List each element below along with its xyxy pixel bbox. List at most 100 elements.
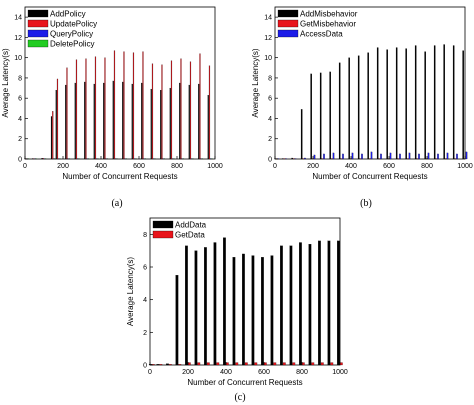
bar	[200, 158, 202, 160]
panel-label: (a)	[111, 198, 122, 209]
bar	[462, 50, 464, 160]
x-tick-label: 200	[57, 163, 69, 170]
bar	[53, 158, 55, 160]
bar	[181, 158, 183, 160]
legend-swatch	[152, 230, 174, 239]
bar	[456, 153, 458, 160]
bar	[329, 71, 331, 160]
bar	[105, 158, 107, 160]
bar	[187, 362, 191, 366]
bar	[103, 82, 105, 160]
bar	[150, 88, 152, 160]
bar	[427, 152, 430, 160]
bar	[143, 158, 145, 160]
x-tick-label: 0	[273, 163, 277, 170]
bar	[378, 158, 381, 160]
legend-swatch	[27, 19, 49, 28]
bar	[199, 53, 201, 160]
bar	[225, 362, 229, 366]
legend: AddPolicyUpdatePolicyQueryPolicyDeletePo…	[27, 10, 97, 49]
bar	[33, 158, 35, 160]
bar	[156, 364, 160, 366]
legend-swatch	[277, 29, 299, 38]
y-tick-label: 4	[143, 297, 147, 304]
bar	[122, 81, 124, 160]
y-tick-label: 12	[14, 35, 22, 42]
bar	[207, 95, 209, 160]
legend-label: AddData	[175, 221, 207, 230]
bar	[313, 154, 316, 160]
legend-label: DeletePolicy	[50, 40, 94, 49]
bar	[104, 57, 106, 160]
bar	[446, 152, 449, 160]
chart-panel-1: 0 2 4 6 8 10 12 14 0 200 400 600 800 1000 Number of Co…	[1, 6, 223, 209]
bar	[283, 158, 286, 160]
x-tick-label: 600	[258, 369, 270, 376]
bar	[289, 245, 293, 366]
bar	[124, 158, 126, 160]
bar	[55, 89, 57, 160]
chart-panel-2: 0 2 4 6 8 10 12 14 0 200 400 600 800 1000 Number of Co…	[251, 6, 473, 209]
bar	[330, 362, 334, 366]
bar	[56, 78, 59, 160]
y-tick-label: 14	[264, 15, 272, 22]
bar	[270, 255, 274, 366]
bar	[28, 158, 30, 160]
y-axis-label: Average Latency(s)	[1, 48, 10, 118]
bar	[311, 362, 315, 366]
bar	[85, 58, 87, 160]
bar	[74, 82, 76, 160]
bar	[191, 158, 193, 160]
bar	[141, 82, 143, 160]
y-tick-label: 2	[143, 330, 147, 337]
bar	[273, 362, 277, 366]
x-tick-label: 400	[345, 163, 357, 170]
bar	[397, 158, 400, 160]
bar	[84, 81, 86, 160]
bar	[282, 362, 286, 366]
panel-label: (c)	[234, 392, 245, 403]
x-axis-label: Number of Concurrent Requests	[187, 378, 302, 387]
bar	[370, 151, 373, 160]
y-tick-label: 6	[18, 96, 22, 103]
bar	[135, 158, 137, 160]
bar	[75, 59, 78, 160]
y-tick-label: 8	[268, 75, 272, 82]
bar	[285, 158, 287, 160]
legend-label: UpdatePolicy	[50, 20, 97, 29]
bar	[35, 158, 37, 160]
bar	[232, 257, 236, 366]
bar	[142, 51, 144, 160]
bar	[78, 158, 80, 160]
bar	[332, 152, 335, 160]
bar	[116, 158, 118, 160]
y-tick-label: 6	[268, 96, 272, 103]
bar	[42, 158, 44, 160]
bar	[395, 47, 398, 160]
x-tick-label: 800	[171, 163, 183, 170]
bar	[204, 247, 207, 366]
bar	[321, 158, 324, 160]
bar	[166, 363, 169, 366]
bar	[66, 67, 68, 160]
bar	[251, 255, 255, 366]
x-tick-label: 0	[23, 163, 27, 170]
bar	[223, 237, 226, 366]
bar	[213, 242, 217, 366]
legend-swatch	[152, 220, 174, 229]
y-tick-label: 12	[264, 35, 272, 42]
bar	[424, 51, 426, 160]
y-tick-label: 2	[18, 136, 22, 143]
bar	[198, 83, 200, 160]
bar	[342, 153, 344, 160]
bar	[175, 275, 179, 366]
y-tick-label: 4	[18, 116, 22, 123]
bar	[319, 72, 322, 160]
bar	[261, 257, 264, 366]
legend-label: AccessData	[300, 30, 343, 39]
bar	[144, 158, 147, 160]
bar	[94, 56, 97, 160]
bar	[281, 158, 284, 160]
bar	[206, 362, 210, 366]
x-tick-label: 200	[307, 163, 319, 170]
